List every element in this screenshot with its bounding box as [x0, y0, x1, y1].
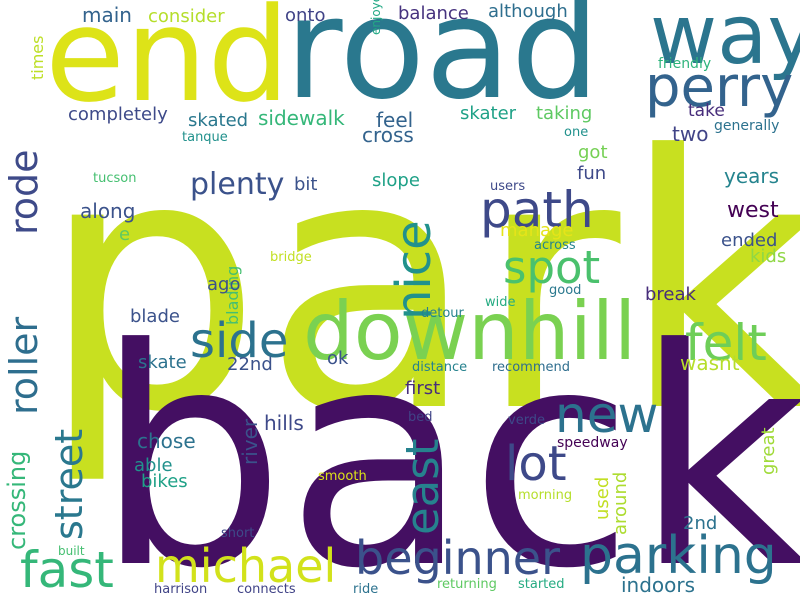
word-detour: detour: [421, 306, 464, 321]
word-end: end: [45, 0, 290, 131]
word-crossing: crossing: [3, 450, 31, 550]
word-enjoyed: enjoyed: [369, 0, 383, 35]
word-manage: manage: [500, 220, 574, 241]
word-plenty: plenty: [190, 167, 285, 202]
word-connects: connects: [237, 582, 296, 597]
word-able: able: [134, 455, 173, 476]
word-take: take: [688, 101, 725, 121]
word-speedway: speedway: [557, 435, 628, 451]
word-returning: returning: [437, 577, 497, 592]
word-skater: skater: [460, 103, 517, 124]
word-fast: fast: [20, 541, 114, 599]
word-e: e: [119, 224, 131, 245]
word-break: break: [645, 284, 696, 305]
word-street: street: [47, 428, 91, 540]
word-way: way: [650, 0, 800, 83]
word-taking: taking: [536, 103, 593, 124]
word-built: built: [58, 544, 85, 558]
word-times: times: [28, 35, 47, 80]
word-rode: rode: [2, 149, 46, 235]
word-wasnt: wasnt: [680, 351, 740, 375]
word-wide: wide: [485, 295, 516, 310]
word-path: path: [480, 181, 594, 239]
word-hills: hills: [264, 411, 304, 435]
word-onto: onto: [285, 5, 326, 26]
word-cross: cross: [362, 123, 414, 147]
word-2nd: 2nd: [683, 513, 718, 534]
word-balance: balance: [398, 3, 469, 24]
word-ago: ago: [207, 274, 241, 295]
word-parking: parking: [580, 526, 777, 586]
word-east: east: [396, 438, 449, 535]
word-morning: morning: [518, 488, 573, 503]
word-skated: skated: [188, 110, 249, 131]
word-users: users: [490, 179, 526, 194]
word-started: started: [518, 577, 565, 592]
word-tanque: tanque: [182, 130, 228, 145]
word-michael: michael: [155, 539, 337, 593]
word-kids: kids: [750, 246, 787, 267]
word-slope: slope: [372, 170, 420, 191]
word-recommend: recommend: [492, 360, 570, 375]
word-first: first: [405, 378, 441, 399]
word-bridge: bridge: [270, 250, 312, 265]
word-around: around: [610, 471, 631, 535]
word-along: along: [80, 199, 136, 223]
word-spot: spot: [503, 241, 601, 294]
word-ride: ride: [353, 582, 379, 597]
word-downhill: downhill: [303, 285, 637, 378]
word-fun: fun: [577, 163, 607, 184]
word-perry: perry: [645, 55, 794, 120]
word-although: although: [488, 1, 568, 22]
word-verde: verde: [508, 413, 546, 428]
word-tucson: tucson: [93, 171, 137, 186]
word-ended: ended: [721, 230, 778, 251]
word-bed: bed: [408, 410, 433, 425]
word-road: road: [285, 0, 600, 131]
word-across: across: [534, 238, 576, 253]
word-river: river: [238, 418, 262, 465]
word-lot: lot: [505, 436, 567, 492]
word-back: back: [95, 285, 800, 600]
word-skate: skate: [138, 352, 187, 373]
word-years: years: [724, 164, 780, 188]
word-ok: ok: [327, 348, 349, 369]
word-22nd: 22nd: [227, 354, 273, 375]
word-chose: chose: [137, 429, 196, 453]
word-roller: roller: [2, 316, 46, 415]
word-completely: completely: [68, 104, 168, 125]
word-generally: generally: [714, 118, 780, 134]
word-got: got: [578, 142, 608, 163]
word-main: main: [82, 3, 132, 27]
word-smooth: smooth: [318, 469, 367, 484]
word-great: great: [758, 427, 779, 475]
word-indoors: indoors: [621, 573, 696, 597]
word-west: west: [727, 198, 779, 223]
word-bit: bit: [294, 174, 318, 195]
word-good: good: [549, 283, 582, 298]
word-consider: consider: [148, 6, 225, 27]
word-friendly: friendly: [658, 56, 712, 72]
word-blade: blade: [130, 306, 180, 327]
word-new: new: [555, 386, 659, 444]
word-one: one: [564, 125, 589, 140]
word-park: park: [40, 81, 800, 489]
word-distance: distance: [412, 360, 468, 375]
word-bikes: bikes: [141, 471, 188, 492]
word-short: short: [221, 526, 255, 541]
word-two: two: [672, 122, 709, 146]
word-feel: feel: [376, 108, 414, 132]
word-side: side: [190, 313, 289, 369]
word-felt: felt: [685, 314, 767, 372]
word-sidewalk: sidewalk: [258, 106, 345, 130]
word-beginner: beginner: [355, 531, 561, 585]
word-harrison: harrison: [154, 582, 208, 597]
